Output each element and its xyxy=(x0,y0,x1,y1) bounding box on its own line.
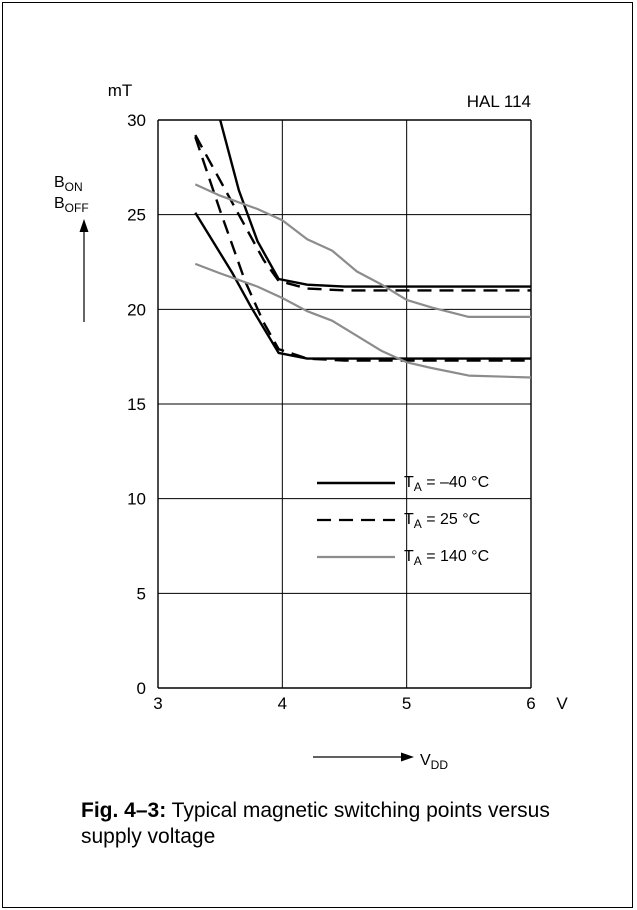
legend-label-3: TA = 140 °C xyxy=(404,548,489,568)
legend-label-1-sub: A xyxy=(414,480,422,494)
legend-label-3-rest: = 140 °C xyxy=(422,548,489,565)
x-axis-arrow-head xyxy=(401,752,414,762)
y-label-boff: BOFF xyxy=(54,195,89,215)
legend-label-3-base: T xyxy=(404,548,414,565)
y-tick-label-30: 30 xyxy=(127,111,146,130)
x-tick-label-3: 3 xyxy=(153,694,162,713)
y-tick-label-20: 20 xyxy=(127,300,146,319)
y-tick-label-15: 15 xyxy=(127,395,146,414)
y-tick-label-5: 5 xyxy=(137,584,146,603)
y-axis-arrow-head xyxy=(79,219,89,232)
legend-label-2-sub: A xyxy=(414,517,422,531)
caption-label: Fig. 4–3: xyxy=(81,799,167,822)
legend-label-2-base: T xyxy=(404,511,414,528)
y-label-boff-sub: OFF xyxy=(65,201,89,215)
chart-title: HAL 114 xyxy=(467,92,531,111)
x-label-base: V xyxy=(420,752,431,769)
y-tick-label-10: 10 xyxy=(127,490,146,509)
series-group xyxy=(194,119,532,379)
y-unit-label: mT xyxy=(108,81,133,100)
y-label-boff-base: B xyxy=(54,195,65,212)
caption-text: Typical magnetic switching points versus… xyxy=(81,799,550,848)
series-line-6 xyxy=(194,262,532,379)
y-label-bon: BON xyxy=(54,174,83,194)
x-label-sub: DD xyxy=(431,758,449,772)
legend-label-1: TA = –40 °C xyxy=(404,474,489,494)
series-line-5 xyxy=(194,183,531,318)
figure-caption: Fig. 4–3: Typical magnetic switching poi… xyxy=(81,798,561,850)
x-label: VDD xyxy=(420,752,448,772)
legend-label-2-rest: = 25 °C xyxy=(422,511,480,528)
series-line-2 xyxy=(194,212,531,360)
x-tick-label-5: 5 xyxy=(402,694,411,713)
series-line-4 xyxy=(194,136,531,362)
legend-label-1-base: T xyxy=(404,474,414,491)
y-label-bon-sub: ON xyxy=(65,180,83,194)
y-tick-label-25: 25 xyxy=(127,206,146,225)
y-tick-label-0: 0 xyxy=(137,679,146,698)
x-tick-label-4: 4 xyxy=(278,694,287,713)
y-label-bon-base: B xyxy=(54,174,65,191)
legend-label-3-sub: A xyxy=(414,554,422,568)
tick-labels: 3 4 5 6 0 5 10 15 20 25 30 xyxy=(127,111,536,713)
grid xyxy=(157,119,532,689)
x-tick-label-6: 6 xyxy=(526,694,535,713)
legend: TA = –40 °C TA = 25 °C TA = 140 °C xyxy=(317,474,489,568)
legend-label-1-rest: = –40 °C xyxy=(422,474,489,491)
series-line-3 xyxy=(194,134,531,292)
x-unit-label: V xyxy=(556,694,568,713)
legend-label-2: TA = 25 °C xyxy=(404,511,480,531)
series-line-1 xyxy=(219,119,531,288)
